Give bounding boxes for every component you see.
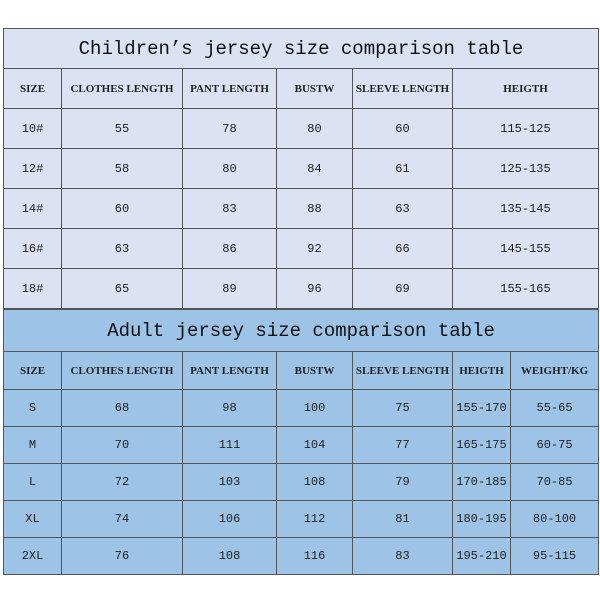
column-header: HEIGTH bbox=[452, 351, 511, 390]
table-cell: 83 bbox=[352, 537, 453, 575]
children-table-title: Children’s jersey size comparison table bbox=[3, 28, 599, 69]
table-row: XL 74 106 112 81 180-195 80-100 bbox=[3, 500, 600, 538]
table-cell: 77 bbox=[352, 426, 453, 464]
table-cell: 155-170 bbox=[452, 389, 511, 427]
table-cell: 195-210 bbox=[452, 537, 511, 575]
table-cell: 55 bbox=[61, 108, 183, 149]
table-cell: 86 bbox=[182, 228, 277, 269]
column-header: PANT LENGTH bbox=[182, 351, 277, 390]
table-cell: 80 bbox=[276, 108, 353, 149]
adult-table-title: Adult jersey size comparison table bbox=[2, 309, 600, 352]
table-row: 12# 58 80 84 61 125-135 bbox=[3, 148, 599, 189]
table-cell: 74 bbox=[61, 500, 183, 538]
table-cell: 81 bbox=[352, 500, 453, 538]
size-chart: Children’s jersey size comparison table … bbox=[2, 28, 600, 575]
table-cell: 16# bbox=[3, 228, 62, 269]
table-row: 14# 60 83 88 63 135-145 bbox=[3, 188, 599, 229]
table-cell: 63 bbox=[61, 228, 183, 269]
table-cell: 135-145 bbox=[452, 188, 599, 229]
table-cell: 65 bbox=[61, 268, 183, 309]
header-row: SIZE CLOTHES LENGTH PANT LENGTH BUSTW SLEEVE… bbox=[3, 68, 599, 109]
table-cell: 14# bbox=[3, 188, 62, 229]
table-cell: 88 bbox=[276, 188, 353, 229]
column-header: CLOTHES LENGTH bbox=[61, 351, 183, 390]
column-header: BUSTW bbox=[276, 351, 353, 390]
table-cell: 95-115 bbox=[509, 537, 600, 575]
table-cell: 170-185 bbox=[452, 463, 511, 501]
table-cell: 76 bbox=[61, 537, 183, 575]
column-header: WEIGHT/KG bbox=[509, 351, 600, 390]
children-size-table: Children’s jersey size comparison table … bbox=[3, 28, 599, 309]
table-cell: 2XL bbox=[3, 537, 62, 575]
table-cell: S bbox=[3, 389, 62, 427]
table-cell: 104 bbox=[276, 426, 353, 464]
table-cell: 155-165 bbox=[452, 268, 599, 309]
table-cell: 55-65 bbox=[509, 389, 600, 427]
table-cell: 108 bbox=[276, 463, 353, 501]
column-header: PANT LENGTH bbox=[182, 68, 277, 109]
table-row: 16# 63 86 92 66 145-155 bbox=[3, 228, 599, 269]
column-header: SLEEVE LENGTH bbox=[352, 68, 453, 109]
table-cell: 125-135 bbox=[452, 148, 599, 189]
table-cell: 69 bbox=[352, 268, 453, 309]
table-cell: 66 bbox=[352, 228, 453, 269]
table-row: 10# 55 78 80 60 115-125 bbox=[3, 108, 599, 149]
table-cell: 115-125 bbox=[452, 108, 599, 149]
column-header: SLEEVE LENGTH bbox=[352, 351, 453, 390]
table-cell: 89 bbox=[182, 268, 277, 309]
table-cell: 79 bbox=[352, 463, 453, 501]
table-cell: 108 bbox=[182, 537, 277, 575]
column-header: SIZE bbox=[3, 68, 62, 109]
table-cell: 12# bbox=[3, 148, 62, 189]
table-cell: 70-85 bbox=[509, 463, 600, 501]
table-cell: 92 bbox=[276, 228, 353, 269]
table-cell: 100 bbox=[276, 389, 353, 427]
table-cell: XL bbox=[3, 500, 62, 538]
column-header: SIZE bbox=[3, 351, 62, 390]
table-cell: 60 bbox=[352, 108, 453, 149]
table-cell: 18# bbox=[3, 268, 62, 309]
column-header: CLOTHES LENGTH bbox=[61, 68, 183, 109]
table-row: S 68 98 100 75 155-170 55-65 bbox=[3, 389, 600, 427]
table-row: 18# 65 89 96 69 155-165 bbox=[3, 268, 599, 309]
table-cell: M bbox=[3, 426, 62, 464]
table-cell: 72 bbox=[61, 463, 183, 501]
table-cell: 111 bbox=[182, 426, 277, 464]
table-cell: 10# bbox=[3, 108, 62, 149]
adult-size-table: Adult jersey size comparison table SIZE C… bbox=[2, 309, 600, 575]
table-cell: 68 bbox=[61, 389, 183, 427]
table-cell: 83 bbox=[182, 188, 277, 229]
table-cell: 145-155 bbox=[452, 228, 599, 269]
column-header: BUSTW bbox=[276, 68, 353, 109]
table-cell: 96 bbox=[276, 268, 353, 309]
column-header: HEIGTH bbox=[452, 68, 599, 109]
table-cell: 80 bbox=[182, 148, 277, 189]
table-cell: 84 bbox=[276, 148, 353, 189]
table-cell: 61 bbox=[352, 148, 453, 189]
table-cell: 63 bbox=[352, 188, 453, 229]
table-cell: 78 bbox=[182, 108, 277, 149]
table-cell: 60 bbox=[61, 188, 183, 229]
table-row: 2XL 76 108 116 83 195-210 95-115 bbox=[3, 537, 600, 575]
table-cell: 106 bbox=[182, 500, 277, 538]
table-cell: L bbox=[3, 463, 62, 501]
table-row: M 70 111 104 77 165-175 60-75 bbox=[3, 426, 600, 464]
table-cell: 116 bbox=[276, 537, 353, 575]
table-cell: 70 bbox=[61, 426, 183, 464]
table-cell: 58 bbox=[61, 148, 183, 189]
table-row: L 72 103 108 79 170-185 70-85 bbox=[3, 463, 600, 501]
header-row: SIZE CLOTHES LENGTH PANT LENGTH BUSTW SLEEVE… bbox=[3, 351, 600, 390]
table-cell: 75 bbox=[352, 389, 453, 427]
table-cell: 60-75 bbox=[509, 426, 600, 464]
table-cell: 165-175 bbox=[452, 426, 511, 464]
table-cell: 80-100 bbox=[509, 500, 600, 538]
table-cell: 103 bbox=[182, 463, 277, 501]
table-cell: 180-195 bbox=[452, 500, 511, 538]
table-cell: 112 bbox=[276, 500, 353, 538]
table-cell: 98 bbox=[182, 389, 277, 427]
